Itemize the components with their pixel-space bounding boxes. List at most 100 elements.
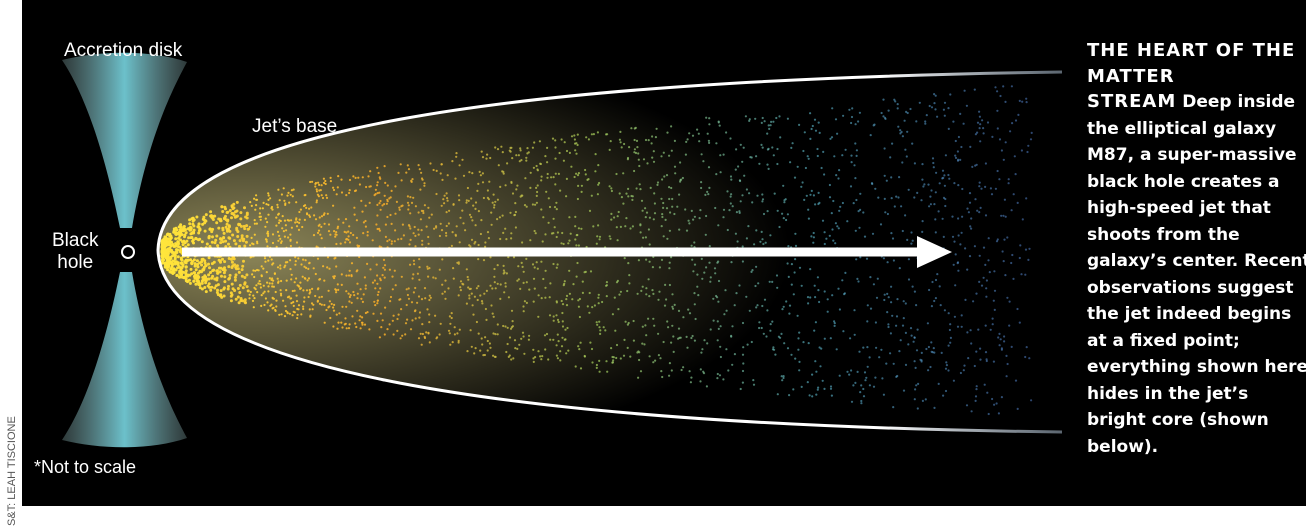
particle: [722, 208, 726, 211]
particle: [477, 285, 480, 288]
particle: [491, 312, 494, 315]
particle: [393, 269, 396, 272]
particle: [532, 166, 535, 169]
particle: [761, 200, 764, 203]
particle: [772, 346, 775, 349]
particle: [838, 209, 841, 212]
particle: [651, 156, 654, 159]
particle: [195, 259, 199, 263]
particle: [525, 205, 528, 208]
particle: [245, 224, 249, 228]
particle: [1003, 335, 1006, 338]
particle: [854, 142, 857, 145]
particle: [552, 262, 555, 266]
particle: [286, 311, 289, 314]
particle: [268, 277, 271, 280]
particle: [615, 172, 618, 176]
particle: [730, 261, 733, 264]
particle: [516, 347, 519, 350]
particle: [648, 260, 651, 263]
particle: [394, 229, 397, 232]
particle: [301, 225, 304, 229]
particle: [692, 270, 695, 273]
particle: [293, 281, 296, 284]
particle: [379, 287, 382, 290]
particle: [966, 331, 969, 334]
particle: [379, 277, 382, 280]
particle: [624, 225, 627, 228]
particle: [730, 193, 733, 196]
particle: [818, 131, 821, 134]
particle: [719, 355, 723, 359]
particle: [347, 230, 350, 233]
particle: [352, 175, 355, 178]
particle: [236, 287, 240, 290]
particle: [210, 215, 214, 219]
particle: [766, 163, 769, 166]
particle: [929, 365, 932, 369]
particle: [271, 285, 274, 288]
particle: [406, 318, 409, 321]
particle: [164, 263, 168, 267]
particle: [376, 203, 379, 206]
particle: [496, 264, 499, 267]
particle: [671, 197, 674, 201]
particle: [534, 356, 537, 359]
particle: [340, 178, 343, 181]
particle: [1011, 253, 1014, 257]
particle: [818, 300, 821, 304]
particle: [743, 174, 746, 177]
particle: [258, 215, 261, 218]
particle: [533, 287, 536, 290]
particle: [948, 328, 952, 332]
particle: [985, 287, 988, 290]
particle: [388, 323, 391, 326]
particle: [232, 206, 236, 210]
particle: [833, 320, 836, 323]
particle: [228, 209, 232, 212]
particle: [325, 196, 329, 199]
particle: [184, 274, 188, 278]
particle: [414, 205, 417, 208]
particle: [440, 204, 443, 207]
particle: [349, 231, 352, 235]
particle: [255, 198, 258, 201]
particle: [684, 153, 688, 156]
particle: [350, 301, 353, 304]
particle: [417, 295, 421, 298]
particle: [568, 269, 571, 272]
particle: [960, 231, 963, 234]
particle: [368, 328, 371, 331]
particle: [890, 301, 893, 304]
particle: [302, 305, 305, 308]
particle: [466, 275, 469, 279]
particle: [329, 233, 332, 236]
particle: [277, 239, 280, 242]
particle: [865, 376, 868, 379]
particle: [904, 331, 908, 334]
particle: [1014, 119, 1018, 122]
particle: [448, 315, 451, 318]
particle: [487, 237, 490, 240]
particle: [517, 265, 520, 268]
particle: [519, 147, 522, 150]
particle: [959, 112, 962, 115]
particle: [348, 241, 352, 244]
particle: [896, 107, 899, 110]
particle: [751, 201, 754, 204]
particle: [264, 217, 267, 220]
particle: [462, 174, 466, 177]
particle: [375, 263, 378, 266]
particle: [241, 264, 245, 268]
particle: [597, 296, 600, 299]
particle: [925, 347, 928, 351]
particle: [411, 277, 414, 280]
particle: [270, 278, 273, 281]
particle: [982, 132, 985, 135]
particle: [457, 339, 460, 342]
particle: [957, 217, 960, 220]
particle: [782, 305, 785, 308]
particle: [317, 181, 320, 184]
particle: [933, 406, 936, 409]
particle: [855, 149, 859, 152]
